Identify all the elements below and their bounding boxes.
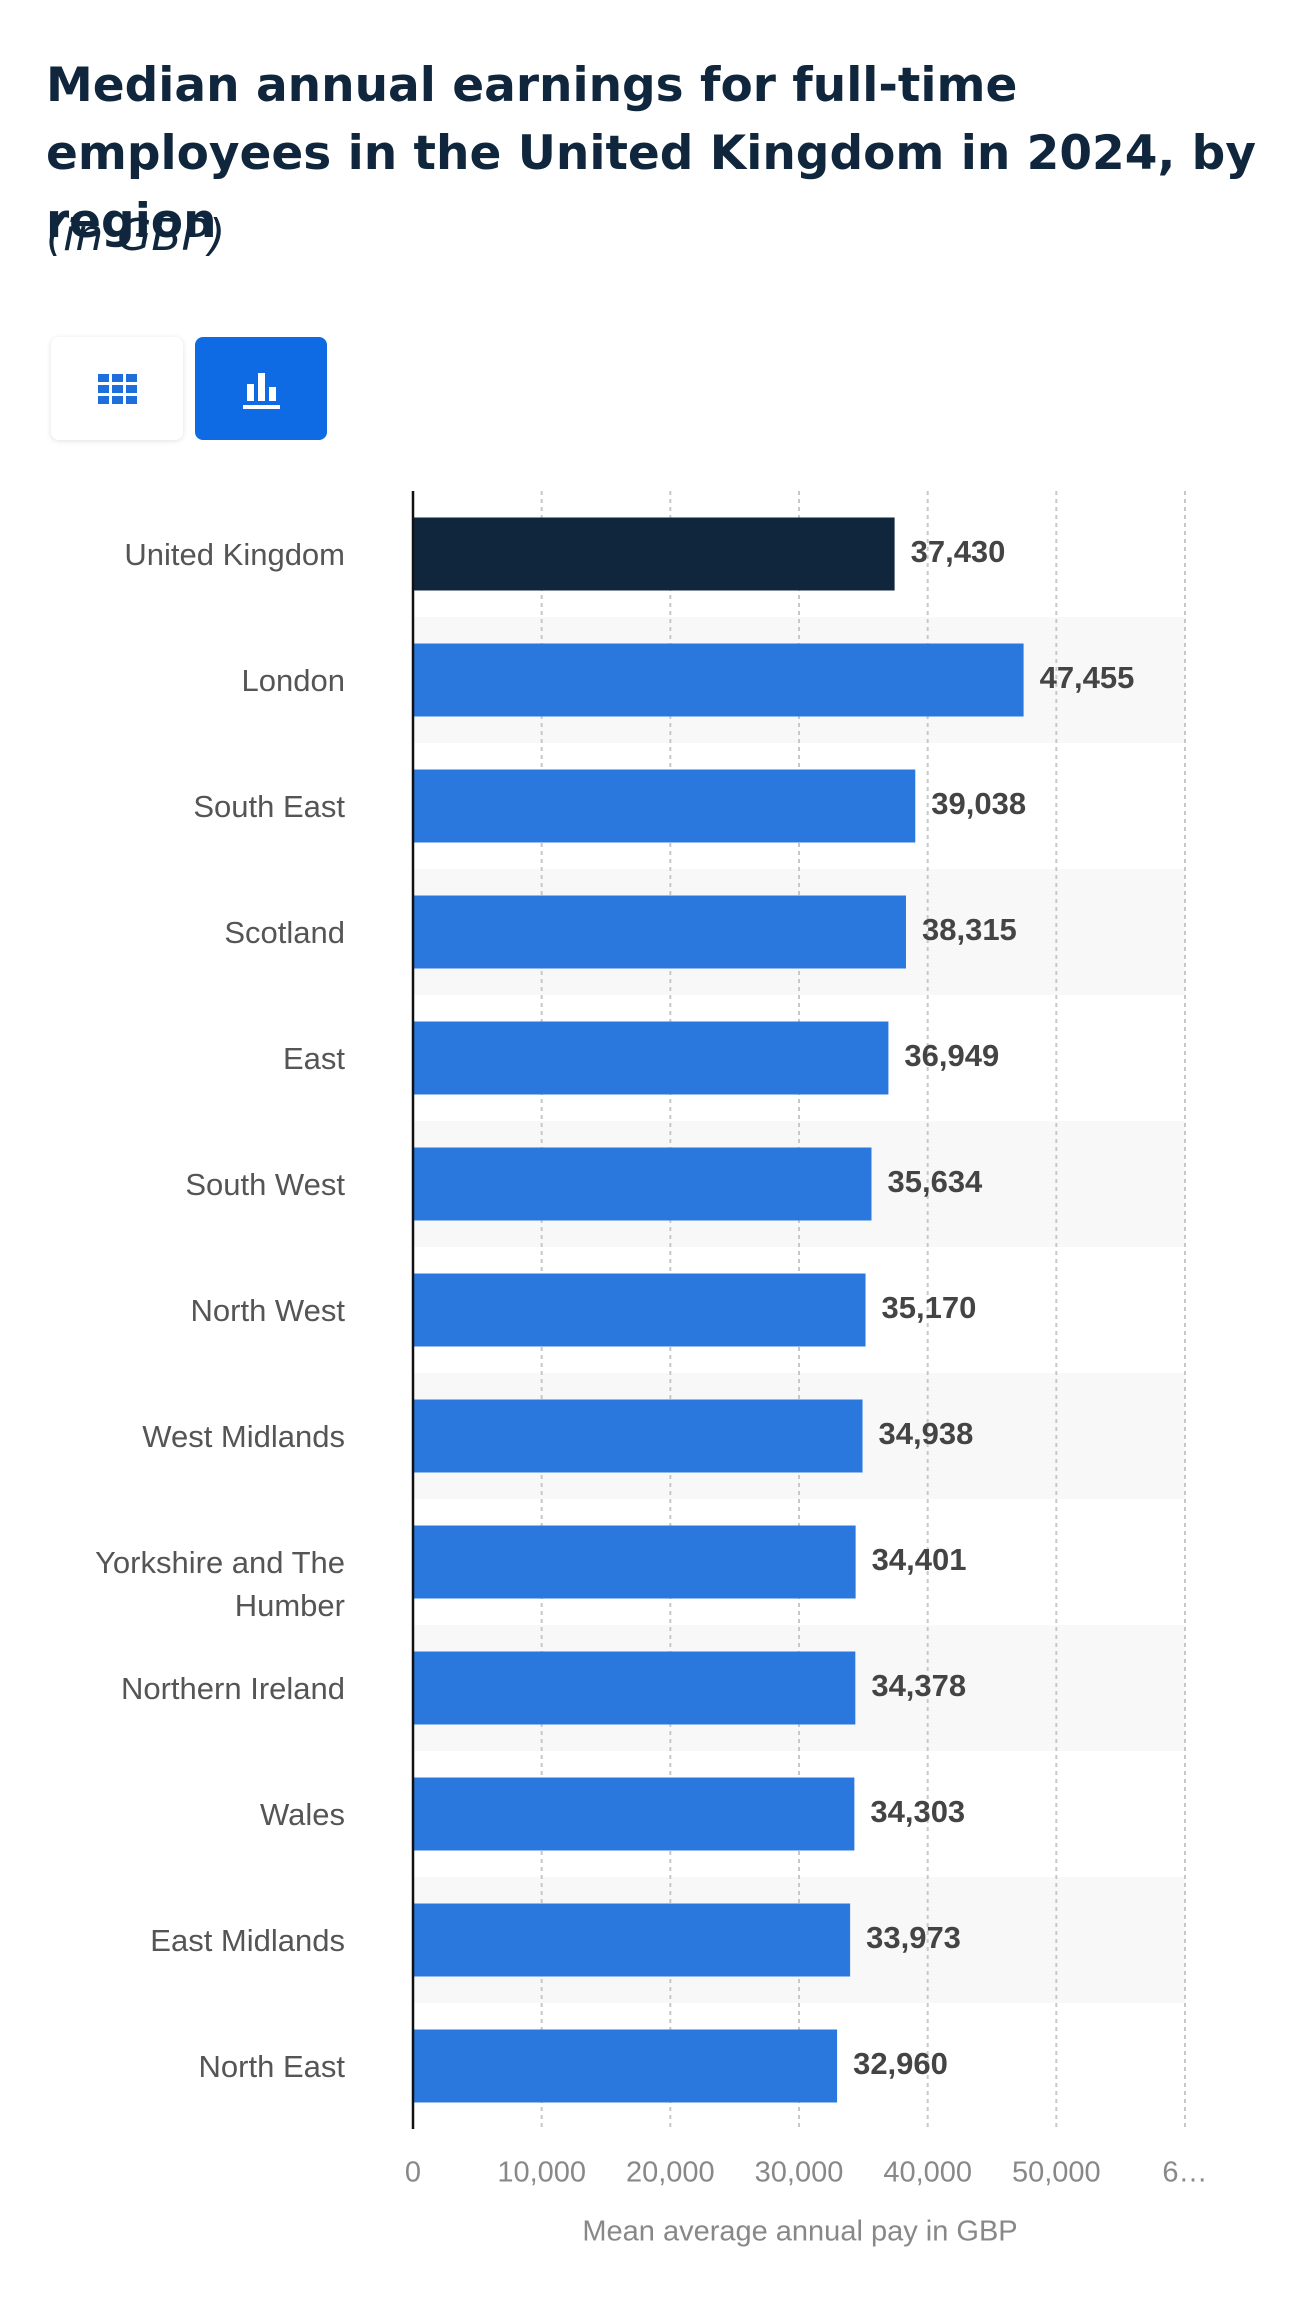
bar — [413, 895, 906, 969]
bar — [413, 517, 895, 591]
bar — [413, 1525, 856, 1599]
y-tick-label: Wales — [260, 1796, 345, 1832]
chart-view-button[interactable] — [195, 337, 327, 440]
y-tick-label: Yorkshire and The Humber — [95, 1544, 345, 1623]
y-tick-label: West Midlands — [142, 1418, 345, 1454]
x-tick-label: 30,000 — [755, 2157, 844, 2189]
y-tick-label: North East — [198, 2048, 345, 2084]
bar — [413, 1651, 856, 1725]
y-tick-label: North West — [190, 1292, 345, 1328]
bar — [413, 1147, 872, 1221]
bar — [413, 1903, 851, 1977]
value-label: 38,315 — [922, 912, 1017, 947]
y-tick-label: Scotland — [224, 914, 345, 950]
chart-title: Median annual earnings for full-time emp… — [46, 58, 1256, 249]
y-tick-label: East — [282, 1040, 345, 1076]
value-label: 35,634 — [887, 1164, 983, 1199]
y-tick-label: United Kingdom — [124, 536, 345, 572]
y-tick-label: London — [241, 662, 345, 698]
value-label: 32,960 — [853, 2046, 948, 2081]
y-tick-label: Northern Ireland — [120, 1670, 345, 1706]
y-tick-label: South West — [185, 1166, 345, 1202]
value-label: 36,949 — [904, 1038, 999, 1073]
bar — [413, 1777, 855, 1851]
value-label: 33,973 — [866, 1920, 961, 1955]
chart-subtitle: (in GBP) — [46, 210, 226, 261]
x-tick-label: 6… — [1162, 2157, 1207, 2189]
x-axis-label: Mean average annual pay in GBP — [582, 2216, 1017, 2248]
value-label: 47,455 — [1040, 660, 1135, 695]
value-label: 34,938 — [879, 1416, 974, 1451]
value-label: 35,170 — [882, 1290, 977, 1325]
chart-icon — [243, 373, 280, 409]
x-tick-label: 0 — [405, 2157, 421, 2189]
bar — [413, 1021, 889, 1095]
bar — [413, 643, 1024, 717]
value-label: 34,401 — [872, 1542, 967, 1577]
table-icon — [98, 374, 137, 404]
value-label: 37,430 — [911, 534, 1006, 569]
bar — [413, 769, 916, 843]
table-view-button[interactable] — [51, 337, 183, 440]
bar — [413, 2029, 838, 2103]
x-tick-label: 10,000 — [497, 2157, 586, 2189]
y-tick-label: East Midlands — [150, 1922, 345, 1958]
value-label: 39,038 — [931, 786, 1026, 821]
x-tick-label: 20,000 — [626, 2157, 715, 2189]
value-label: 34,303 — [870, 1794, 965, 1829]
y-tick-label: South East — [193, 788, 345, 824]
bar — [413, 1399, 863, 1473]
x-tick-label: 40,000 — [883, 2157, 972, 2189]
bar — [413, 1273, 866, 1347]
value-label: 34,378 — [871, 1668, 966, 1703]
x-tick-label: 50,000 — [1012, 2157, 1101, 2189]
